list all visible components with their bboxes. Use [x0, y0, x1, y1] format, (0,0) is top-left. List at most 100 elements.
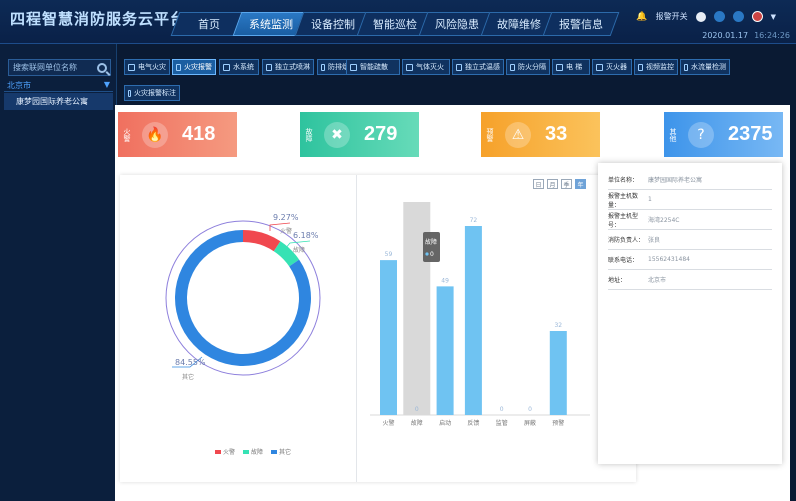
legend-item[interactable]: 其它: [271, 447, 291, 456]
card-value: 2375: [728, 123, 773, 145]
filter-button[interactable]: 电 梯: [552, 59, 590, 75]
bar-value-label: 0: [500, 406, 504, 413]
legend-item[interactable]: 故障: [243, 447, 263, 456]
nav-item-label: 系统监测: [249, 18, 293, 31]
stat-card-fire[interactable]: 火警 🔥 418: [118, 112, 237, 157]
bar-category-label: 反馈: [467, 419, 479, 427]
filter-label: 独立式喷淋: [275, 63, 310, 71]
sidebar-item-unit[interactable]: 康梦园国际养老公寓: [4, 93, 113, 110]
bar-category-label: 监管: [496, 419, 508, 427]
bar[interactable]: [549, 331, 567, 415]
stat-card-fault[interactable]: 故障 ✖ 279: [300, 112, 419, 157]
filter-button[interactable]: 水流量检测: [680, 59, 730, 75]
bar-value-label: 0: [415, 406, 419, 413]
bar-value-label: 72: [470, 217, 478, 224]
bar-category-label: 启动: [439, 419, 451, 427]
legend-item[interactable]: 火警: [215, 447, 235, 456]
info-value: 1: [648, 196, 652, 203]
unit-info-panel: 单位名称： 康梦园国际养老公寓 报警主机数量： 1 报警主机型号： 海湾2254C 消防负责…: [598, 163, 782, 464]
bar-tooltip: 故障 0: [423, 232, 440, 262]
bar-value-label: 0: [528, 406, 532, 413]
bar-value-label: 59: [385, 251, 393, 258]
donut-name-label: 故障: [293, 246, 305, 254]
info-label: 报警主机数量：: [608, 192, 639, 209]
donut-chart: 9.27% 火警 6.18% 故障 84.55% 其它: [165, 213, 321, 381]
bell-icon[interactable]: 🔔: [636, 11, 648, 22]
alarm-toggle[interactable]: [695, 11, 706, 22]
period-button[interactable]: 季: [561, 179, 572, 189]
legend-swatch: [243, 450, 250, 454]
filter-label: 水流量检测: [691, 63, 726, 71]
leader-line: [269, 222, 291, 231]
date-text: 2020.01.17: [702, 31, 749, 40]
filter-button[interactable]: 灭火器: [592, 59, 632, 75]
search-input[interactable]: [9, 63, 95, 72]
period-button[interactable]: 日: [533, 179, 544, 189]
legend-swatch: [271, 450, 278, 454]
donut-pct-label: 6.18%: [293, 231, 319, 240]
donut-slice[interactable]: [243, 230, 281, 252]
filter-button[interactable]: 火灾报警标注: [124, 85, 180, 101]
city-selector[interactable]: 北京市 ▼: [4, 80, 113, 92]
system-icon: [406, 63, 413, 71]
help-icon[interactable]: [713, 11, 725, 22]
donut-legend: 火警 故障 其它: [215, 447, 291, 456]
filter-button[interactable]: 防排烟: [317, 59, 353, 75]
filter-button[interactable]: 电气火灾: [124, 59, 170, 75]
chevron-down-icon[interactable]: ▼: [770, 12, 776, 21]
nav-item-label: 故障维修: [497, 18, 541, 31]
bar[interactable]: [380, 260, 397, 415]
info-label: 地址：: [608, 277, 627, 284]
filter-button[interactable]: 独立式温感: [452, 59, 504, 75]
filter-label: 电气火灾: [138, 63, 166, 71]
bell-outline-icon: ⚠: [505, 121, 531, 148]
legend-label: 其它: [279, 449, 292, 456]
bar-category-label: 屏蔽: [524, 419, 536, 427]
main-nav: 首页 系统监测 设备控制 智能巡检 风险隐患 故障维修 报警信息: [170, 12, 620, 36]
card-tag: 预警: [486, 127, 494, 142]
bar-value-label: 49: [441, 277, 449, 284]
bar[interactable]: [464, 226, 482, 415]
settings-icon[interactable]: [732, 11, 744, 22]
period-button[interactable]: 年: [575, 179, 586, 189]
info-value: 15562431484: [648, 256, 690, 263]
avatar[interactable]: [751, 11, 763, 22]
stat-card-alarm[interactable]: 预警 ⚠ 33: [481, 112, 600, 157]
header-controls: 🔔 报警开关 ▼: [636, 11, 776, 22]
legend-label: 故障: [251, 449, 264, 456]
filter-button[interactable]: 独立式喷淋: [262, 59, 314, 75]
filter-label: 灭火器: [606, 63, 627, 71]
filter-button[interactable]: 视频监控: [634, 59, 678, 75]
app-title: 四程智慧消防服务云平台: [10, 10, 187, 28]
system-icon: [350, 63, 357, 71]
filter-button[interactable]: 气体灭火: [402, 59, 450, 75]
filter-button[interactable]: 水系统: [219, 59, 259, 75]
bar[interactable]: [436, 286, 454, 415]
system-icon: [128, 89, 131, 97]
system-icon: [638, 63, 643, 71]
period-button[interactable]: 月: [547, 179, 558, 189]
search-icon[interactable]: [97, 62, 107, 73]
info-label: 报警主机型号：: [608, 212, 639, 229]
leader-line: [284, 240, 311, 250]
system-icon: [223, 63, 230, 71]
filter-button[interactable]: 防火分隔: [506, 59, 550, 75]
info-label: 联系电话：: [608, 257, 639, 264]
info-value: 康梦园国际养老公寓: [648, 177, 703, 184]
filter-label: 火灾报警: [184, 63, 212, 71]
datetime: 2020.01.17 16:24:26: [702, 31, 790, 40]
filter-label: 智能疏散: [360, 63, 388, 71]
unit-search: [8, 59, 111, 76]
donut-slice[interactable]: [273, 241, 300, 267]
stat-card-other[interactable]: 其他 ? 2375: [664, 112, 783, 157]
nav-item[interactable]: 报警信息: [542, 12, 620, 36]
info-label: 单位名称：: [608, 177, 639, 184]
card-value: 279: [364, 123, 398, 145]
donut-pct-label: 9.27%: [273, 213, 299, 222]
filter-button[interactable]: 智能疏散: [346, 59, 400, 75]
system-icon: [128, 63, 135, 71]
filter-button[interactable]: 火灾报警: [172, 59, 216, 75]
donut-pct-label: 84.55%: [175, 358, 206, 367]
nav-item-label: 风险隐患: [435, 18, 479, 31]
top-header: 四程智慧消防服务云平台 首页 系统监测 设备控制 智能巡检 风险隐患 故障维修 报警信息 🔔…: [0, 0, 796, 44]
